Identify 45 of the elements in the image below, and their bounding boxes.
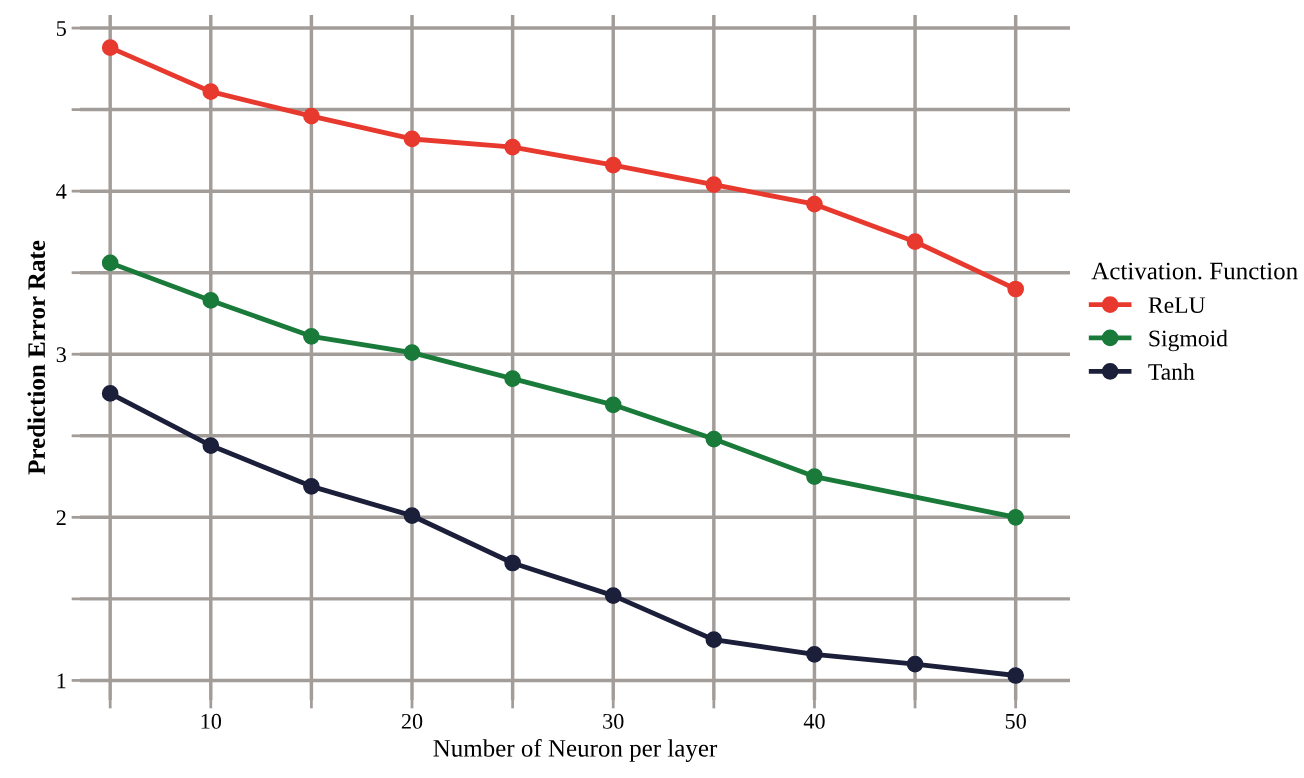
point: [504, 138, 521, 156]
point: [705, 430, 723, 448]
point: [906, 233, 924, 251]
x-tick-label: 30: [603, 713, 624, 729]
x-tick-label: 50: [1005, 713, 1026, 729]
x-tick-label: 20: [401, 713, 423, 729]
point: [202, 292, 220, 309]
point: [303, 327, 320, 345]
point: [1007, 280, 1025, 298]
point: [101, 254, 119, 272]
point: [504, 370, 521, 388]
legend-label: ReLU: [1148, 297, 1206, 314]
y-tick-label: 5: [56, 21, 66, 36]
y-axis-title: Prediction Error Rate: [27, 240, 46, 475]
point: [806, 468, 823, 485]
point: [303, 107, 320, 125]
legend-title: Activation. Function: [1091, 262, 1298, 280]
point: [604, 156, 622, 174]
legend-label: Sigmoid: [1149, 329, 1228, 352]
y-tick-label: 3: [56, 347, 66, 363]
point: [705, 631, 723, 648]
point: [504, 554, 521, 572]
point: [101, 39, 119, 56]
point: [1007, 508, 1025, 526]
legend-label: Tanh: [1148, 363, 1195, 380]
point: [604, 587, 622, 604]
point: [1007, 667, 1025, 684]
point: [806, 645, 823, 663]
point: [705, 176, 723, 193]
y-tick-label: 1: [57, 673, 66, 689]
point: [403, 344, 421, 361]
point: [906, 655, 924, 673]
y-tick-label: 2: [56, 510, 66, 526]
point: [403, 130, 421, 148]
y-tick-label: 4: [56, 184, 67, 199]
x-tick-label: 10: [201, 713, 222, 729]
x-axis-title: Number of Neuron per layer: [433, 738, 718, 762]
point: [303, 478, 320, 495]
point: [604, 396, 622, 414]
point: [101, 385, 119, 402]
point: [202, 437, 220, 454]
point: [806, 195, 823, 213]
point: [403, 507, 421, 525]
x-tick-label: 40: [803, 713, 825, 729]
point: [202, 83, 220, 100]
